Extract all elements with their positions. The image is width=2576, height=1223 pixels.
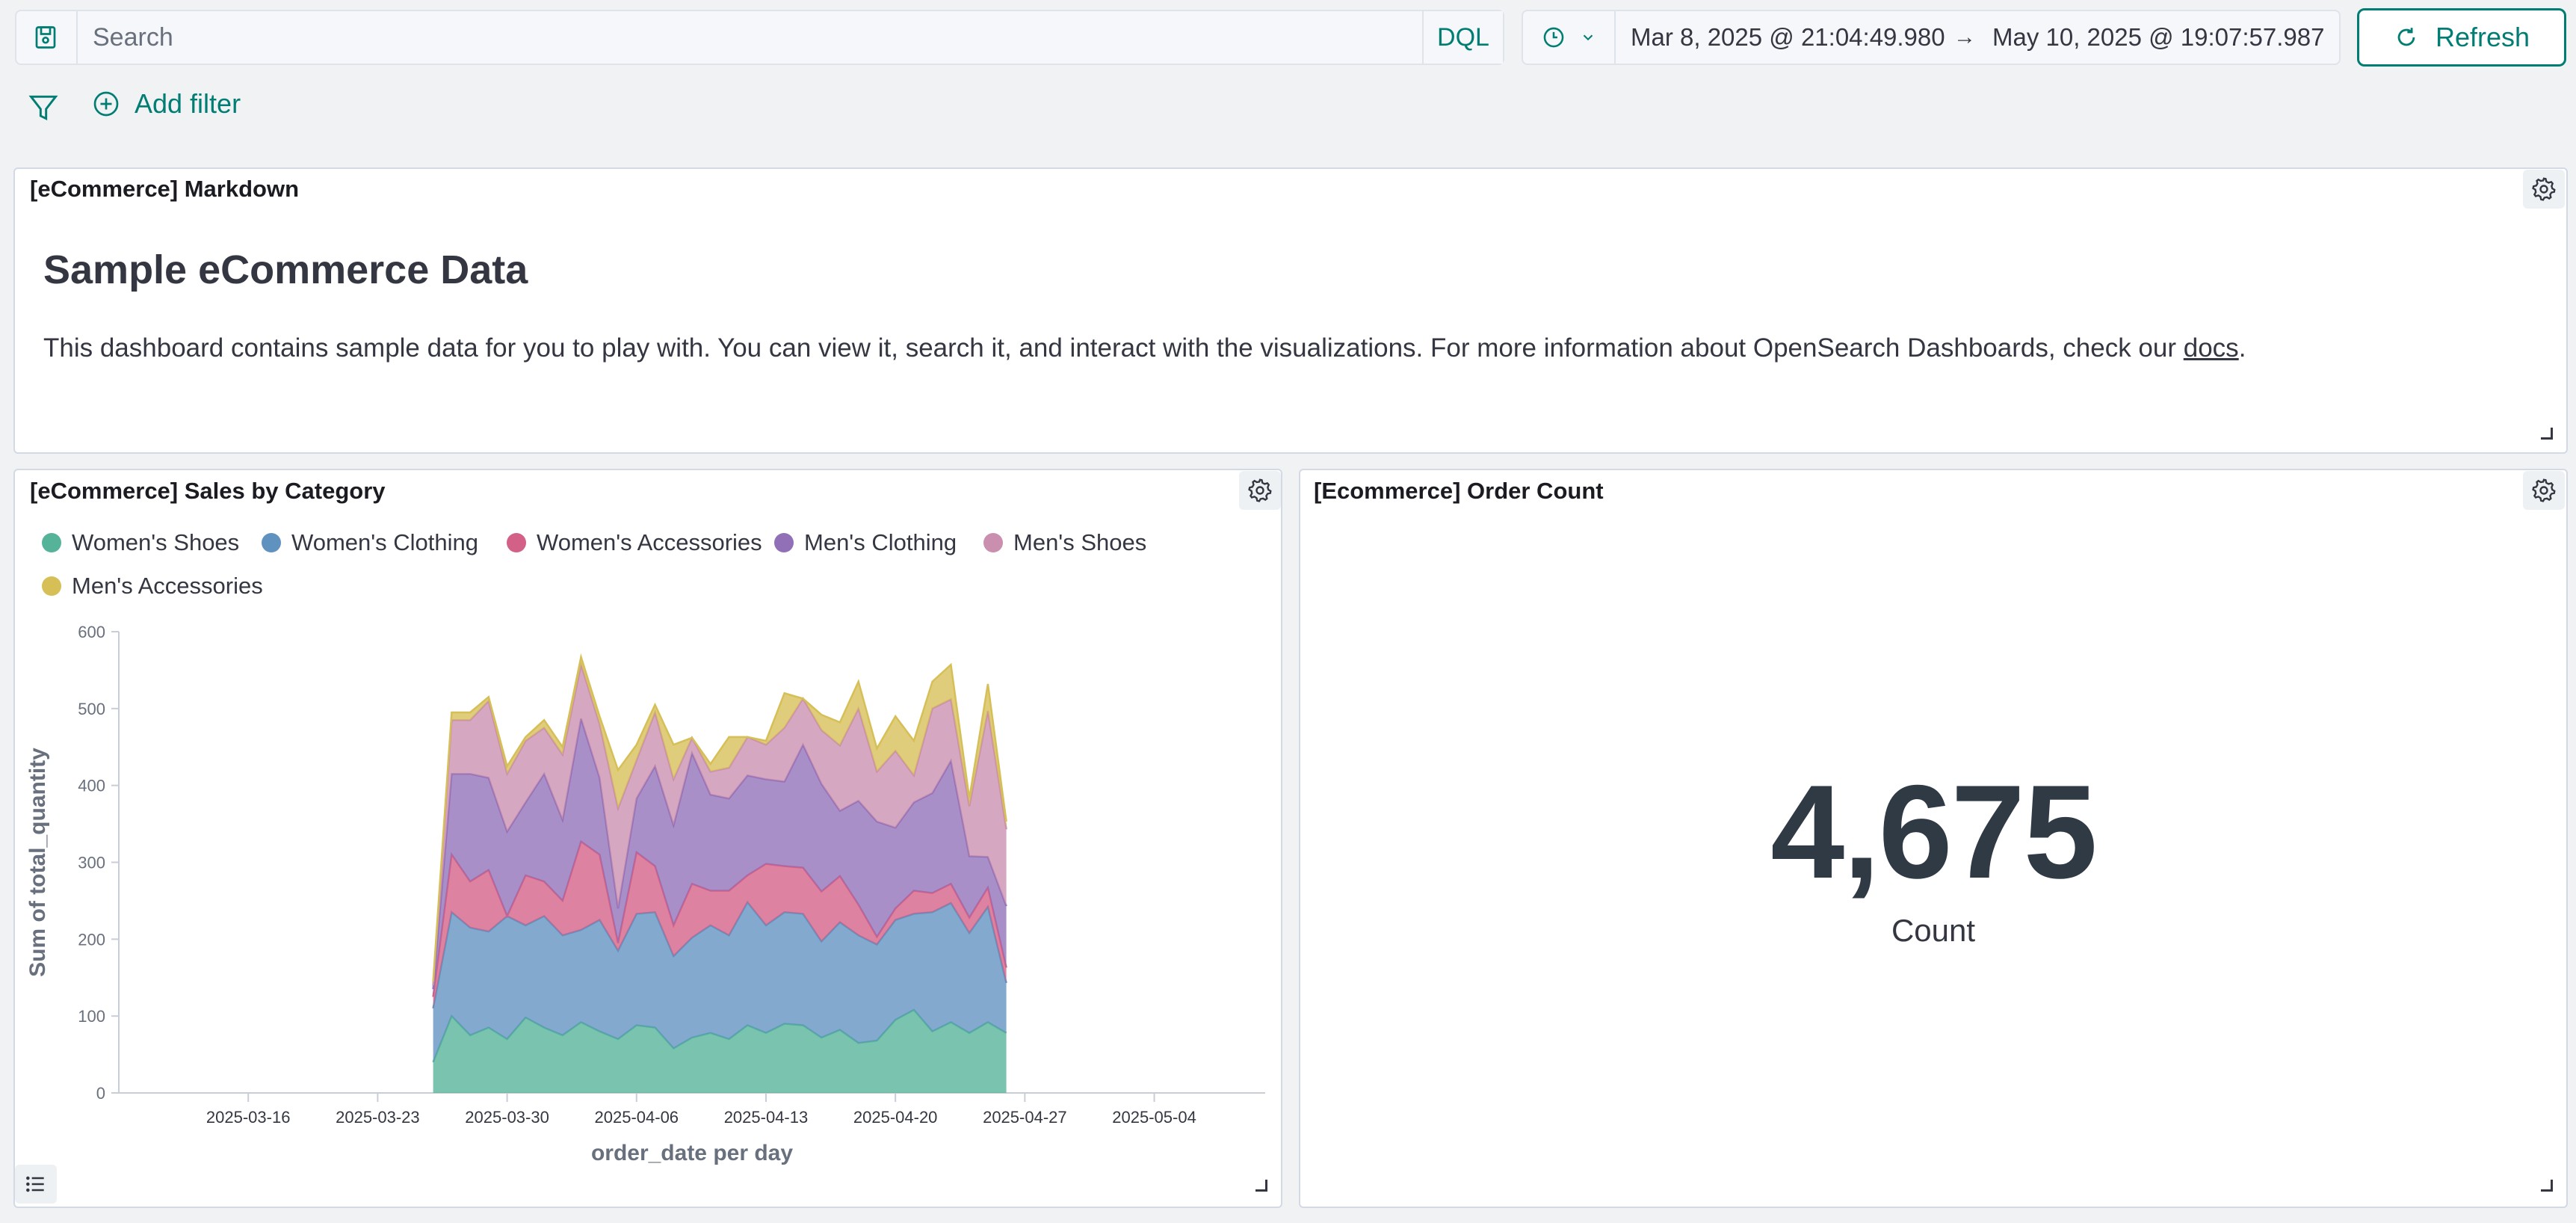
legend-dot — [42, 576, 61, 596]
markdown-paragraph-text: This dashboard contains sample data for … — [43, 333, 2184, 363]
y-axis-title: Sum of total_quantity — [25, 748, 50, 977]
x-tick-label: 2025-04-27 — [983, 1108, 1067, 1127]
filter-icon[interactable] — [27, 91, 60, 124]
markdown-heading: Sample eCommerce Data — [43, 247, 528, 292]
x-tick-label: 2025-03-16 — [206, 1108, 291, 1127]
legend-item[interactable]: Women's Clothing — [262, 529, 478, 556]
area-series-line-4 — [432, 661, 1007, 986]
sales-area-chart: 0 100 200 300 400 500 600 2025-03-16 2025-03-23 2… — [25, 623, 1265, 1165]
area-series-2 — [433, 841, 1007, 1008]
area-series-0 — [433, 1009, 1007, 1093]
end-date[interactable]: May 10, 2025 @ 19:07:57.987 — [1992, 23, 2325, 51]
legend-label: Women's Shoes — [72, 529, 240, 555]
area-series-line-1 — [432, 900, 1007, 1009]
search-input[interactable]: Search — [93, 23, 173, 52]
area-series-1 — [433, 902, 1007, 1062]
quick-select-button[interactable] — [1523, 11, 1616, 64]
plus-circle-icon — [93, 91, 119, 117]
search-bar[interactable] — [15, 10, 1504, 65]
refresh-button[interactable]: Refresh — [2357, 8, 2566, 67]
start-date[interactable]: Mar 8, 2025 @ 21:04:49.980 — [1631, 23, 1945, 51]
legend-label: Men's Accessories — [72, 573, 263, 599]
add-filter-label: Add filter — [135, 88, 241, 119]
markdown-paragraph: This dashboard contains sample data for … — [43, 333, 2246, 363]
y-tick-label: 500 — [78, 700, 105, 718]
metric-value: 4,675 — [1770, 757, 2097, 906]
legend-item[interactable]: Men's Clothing — [774, 529, 957, 556]
x-tick-label: 2025-03-23 — [336, 1108, 420, 1127]
clock-icon — [1543, 27, 1564, 48]
panel-title: [Ecommerce] Order Count — [1314, 478, 1604, 504]
legend-dot — [262, 533, 281, 552]
gear-icon — [1248, 478, 1272, 502]
panel-title: [eCommerce] Markdown — [30, 176, 300, 202]
y-tick-label: 400 — [78, 777, 105, 795]
legend-dot — [774, 533, 794, 552]
metric-container: 4,675 Count — [1300, 755, 2566, 949]
order-count-panel — [1299, 469, 2568, 1208]
x-tick-label: 2025-04-13 — [724, 1108, 809, 1127]
legend-dot — [507, 533, 526, 552]
list-icon — [26, 1176, 44, 1192]
legend-item[interactable]: Women's Accessories — [507, 529, 762, 556]
legend-toggle-button[interactable] — [15, 1165, 57, 1204]
area-series-4 — [433, 665, 1007, 990]
x-axis-title: order_date per day — [591, 1141, 793, 1165]
panel-options-button[interactable] — [2523, 471, 2565, 510]
x-tick-label: 2025-03-30 — [465, 1108, 549, 1127]
date-picker[interactable] — [1522, 10, 2341, 65]
legend-label: Women's Accessories — [537, 529, 762, 555]
add-filter-button[interactable]: Add filter — [91, 88, 241, 120]
legend-label: Men's Clothing — [804, 529, 957, 555]
markdown-panel — [13, 167, 2568, 454]
panel-options-button[interactable] — [2523, 170, 2565, 209]
x-tick-label: 2025-05-04 — [1112, 1108, 1196, 1127]
y-tick-label: 200 — [78, 930, 105, 949]
panel-title: [eCommerce] Sales by Category — [30, 478, 386, 504]
resize-handle[interactable] — [2541, 1180, 2553, 1192]
gear-icon — [2532, 478, 2556, 502]
refresh-icon — [2397, 28, 2415, 46]
date-range-arrow: → — [1953, 25, 1976, 49]
area-series-5 — [433, 656, 1007, 985]
query-language-button[interactable]: DQL — [1422, 11, 1503, 64]
legend-item[interactable]: Men's Shoes — [983, 529, 1146, 556]
legend-label: Men's Shoes — [1013, 529, 1147, 555]
x-tick-label: 2025-04-20 — [853, 1108, 938, 1127]
refresh-label: Refresh — [2435, 22, 2530, 52]
metric-label: Count — [1891, 913, 1976, 948]
y-tick-label: 0 — [96, 1084, 105, 1103]
y-tick-label: 600 — [78, 623, 105, 641]
legend-dot — [983, 533, 1003, 552]
area-series-line-5 — [432, 653, 1007, 982]
y-tick-label: 300 — [78, 854, 105, 872]
resize-handle[interactable] — [1255, 1180, 1267, 1192]
docs-link[interactable]: docs — [2183, 333, 2239, 363]
legend-label: Women's Clothing — [291, 529, 479, 555]
y-tick-label: 100 — [78, 1007, 105, 1026]
gear-icon — [2532, 177, 2556, 201]
markdown-paragraph-end: . — [2238, 333, 2246, 363]
chevron-down-icon — [1583, 34, 1593, 41]
resize-handle[interactable] — [2541, 428, 2553, 440]
saved-query-button[interactable] — [15, 10, 78, 65]
panel-options-button[interactable] — [1239, 471, 1281, 510]
legend-item[interactable]: Women's Shoes — [42, 529, 239, 556]
area-series-3 — [433, 718, 1007, 997]
x-tick-label: 2025-04-06 — [595, 1108, 679, 1127]
legend-dot — [42, 533, 61, 552]
legend-item[interactable]: Men's Accessories — [42, 573, 263, 600]
save-icon — [35, 26, 56, 49]
